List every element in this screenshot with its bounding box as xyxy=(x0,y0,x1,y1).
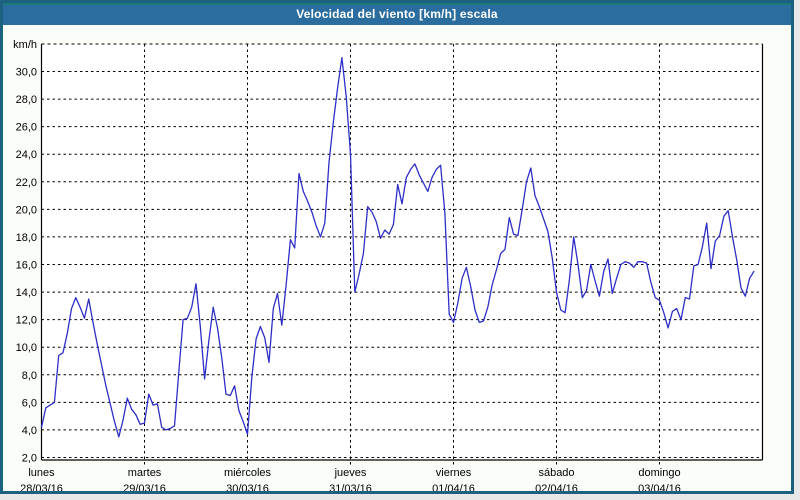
plot-borders xyxy=(40,44,764,461)
x-date-label: 30/03/16 xyxy=(226,483,269,494)
y-tick-label: 10,0 xyxy=(16,342,37,354)
plot-background xyxy=(41,44,763,460)
x-day-label: jueves xyxy=(334,467,367,479)
wind-speed-chart: km/h 30,0 28,0 26,0 24,0 22,0 20,0 18,0 16,0 14,0… xyxy=(13,39,764,494)
x-day-label: domingo xyxy=(638,467,680,479)
y-tick-label: 2,0 xyxy=(22,453,37,465)
x-date-label: 02/04/16 xyxy=(535,483,578,494)
x-day-label: viernes xyxy=(436,467,472,479)
x-date-label: 28/03/16 xyxy=(20,483,63,494)
chart-area: km/h 30,0 28,0 26,0 24,0 22,0 20,0 18,0 16,0 14,0… xyxy=(3,25,791,494)
y-tick-label: 14,0 xyxy=(16,287,37,299)
y-tick-label: 22,0 xyxy=(16,177,37,189)
y-tick-label: 6,0 xyxy=(22,397,37,409)
x-day-label: sábado xyxy=(538,467,574,479)
y-tick-label: 30,0 xyxy=(16,66,37,78)
wind-speed-line xyxy=(40,57,755,438)
chart-title: Velocidad del viento [km/h] escala xyxy=(3,3,791,25)
x-day-label: martes xyxy=(128,467,162,479)
y-axis-labels: km/h 30,0 28,0 26,0 24,0 22,0 20,0 18,0 16,0 14,0… xyxy=(13,39,37,465)
x-date-label: 31/03/16 xyxy=(329,483,372,494)
y-tick-label: 12,0 xyxy=(16,315,37,327)
x-axis-labels: lunes 28/03/16 martes 29/03/16 miércoles 30/0… xyxy=(20,467,681,494)
x-day-label: lunes xyxy=(28,467,55,479)
gridlines xyxy=(41,43,763,466)
y-tick-label: 20,0 xyxy=(16,204,37,216)
y-tick-label: 24,0 xyxy=(16,149,37,161)
y-tick-label: 16,0 xyxy=(16,259,37,271)
y-axis-unit-label: km/h xyxy=(13,39,37,51)
x-date-label: 01/04/16 xyxy=(432,483,475,494)
x-date-label: 03/04/16 xyxy=(638,483,681,494)
y-tick-label: 8,0 xyxy=(22,370,37,382)
y-tick-label: 4,0 xyxy=(22,425,37,437)
y-tick-label: 18,0 xyxy=(16,232,37,244)
y-tick-label: 26,0 xyxy=(16,122,37,134)
y-tick-label: 28,0 xyxy=(16,94,37,106)
x-day-label: miércoles xyxy=(224,467,272,479)
x-date-label: 29/03/16 xyxy=(123,483,166,494)
